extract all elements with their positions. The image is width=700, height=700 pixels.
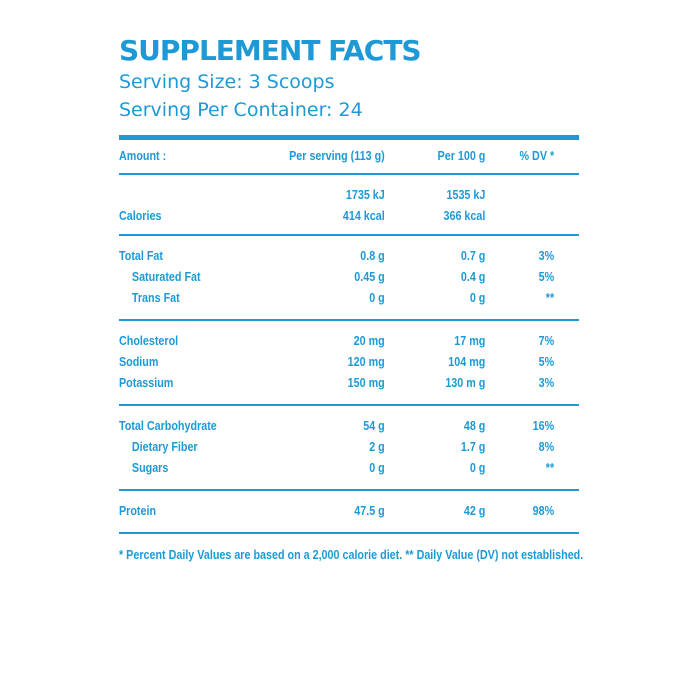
nutrient-label: Total Carbohydrate bbox=[119, 419, 217, 433]
per-100g-value: 130 m g bbox=[445, 376, 486, 390]
nutrient-row: Sodium 120 mg 104 mg 5% bbox=[119, 352, 579, 373]
dv-value: 7% bbox=[538, 334, 555, 348]
dv-value: 3% bbox=[538, 376, 555, 390]
nutrient-row: Dietary Fiber 2 g 1.7 g 8% bbox=[119, 437, 579, 458]
kj-per-serving: 1735 kJ bbox=[345, 188, 385, 202]
calories-row: Calories 414 kcal 366 kcal bbox=[119, 206, 579, 227]
divider bbox=[119, 404, 579, 406]
nutrient-row: Total Carbohydrate 54 g 48 g 16% bbox=[119, 416, 579, 437]
per-100g-header: Per 100 g bbox=[437, 149, 486, 163]
kj-per-100g: 1535 kJ bbox=[446, 188, 486, 202]
nutrient-row: Cholesterol 20 mg 17 mg 7% bbox=[119, 331, 579, 352]
per-serving-value: 0 g bbox=[369, 291, 385, 305]
per-serving-value: 47.5 g bbox=[354, 504, 385, 518]
calories-label: Calories bbox=[119, 209, 162, 223]
mineral-group: Cholesterol 20 mg 17 mg 7% Sodium 120 mg… bbox=[119, 331, 579, 394]
per-serving-value: 0 g bbox=[369, 461, 385, 475]
energy-kj-row: 1735 kJ 1535 kJ bbox=[119, 185, 579, 206]
dv-value: 98% bbox=[532, 504, 555, 518]
dv-value: ** bbox=[545, 291, 555, 305]
per-100g-value: 0 g bbox=[469, 461, 486, 475]
amount-header: Amount : bbox=[119, 149, 167, 163]
nutrient-label: Potassium bbox=[119, 376, 174, 390]
nutrient-row: Trans Fat 0 g 0 g ** bbox=[119, 288, 579, 309]
panel-title: SUPPLEMENT FACTS bbox=[119, 34, 422, 67]
dv-value: 5% bbox=[538, 270, 555, 284]
footnote: * Percent Daily Values are based on a 2,… bbox=[119, 548, 584, 562]
per-serving-value: 2 g bbox=[369, 440, 385, 454]
fat-group: Total Fat 0.8 g 0.7 g 3% Saturated Fat 0… bbox=[119, 246, 579, 309]
dv-value: 8% bbox=[538, 440, 555, 454]
dv-value: ** bbox=[545, 461, 555, 475]
per-100g-value: 0.4 g bbox=[460, 270, 486, 284]
nutrient-label: Cholesterol bbox=[119, 334, 179, 348]
divider bbox=[119, 489, 579, 491]
nutrient-row: Total Fat 0.8 g 0.7 g 3% bbox=[119, 246, 579, 267]
per-100g-value: 104 mg bbox=[448, 355, 486, 369]
divider bbox=[119, 234, 579, 236]
per-100g-value: 48 g bbox=[463, 419, 486, 433]
per-100g-value: 17 mg bbox=[454, 334, 486, 348]
per-serving-value: 54 g bbox=[363, 419, 385, 433]
carb-group: Total Carbohydrate 54 g 48 g 16% Dietary… bbox=[119, 416, 579, 479]
per-serving-header: Per serving (113 g) bbox=[289, 149, 385, 163]
dv-value: 3% bbox=[538, 249, 555, 263]
divider bbox=[119, 319, 579, 321]
per-serving-value: 150 mg bbox=[347, 376, 385, 390]
per-100g-value: 0 g bbox=[469, 291, 486, 305]
kcal-per-100g: 366 kcal bbox=[443, 209, 486, 223]
dv-value: 5% bbox=[538, 355, 555, 369]
per-100g-value: 42 g bbox=[463, 504, 486, 518]
thick-divider bbox=[119, 135, 579, 140]
nutrient-label: Protein bbox=[119, 504, 157, 518]
per-serving-value: 120 mg bbox=[347, 355, 385, 369]
per-serving-value: 0.8 g bbox=[360, 249, 385, 263]
nutrient-row: Potassium 150 mg 130 m g 3% bbox=[119, 373, 579, 394]
nutrient-label: Trans Fat bbox=[131, 291, 180, 305]
column-header-row: Amount : Per serving (113 g) Per 100 g %… bbox=[119, 140, 579, 173]
nutrient-label: Saturated Fat bbox=[131, 270, 201, 284]
per-serving-value: 0.45 g bbox=[354, 270, 385, 284]
nutrient-row: Sugars 0 g 0 g ** bbox=[119, 458, 579, 479]
dv-value: 16% bbox=[532, 419, 555, 433]
serving-per-container: Serving Per Container: 24 bbox=[119, 99, 363, 121]
protein-row: Protein 47.5 g 42 g 98% bbox=[119, 501, 579, 522]
per-100g-value: 1.7 g bbox=[460, 440, 486, 454]
serving-size: Serving Size: 3 Scoops bbox=[119, 71, 335, 93]
per-serving-value: 20 mg bbox=[353, 334, 385, 348]
dv-header: % DV * bbox=[519, 149, 555, 163]
nutrient-label: Sugars bbox=[131, 461, 169, 475]
divider bbox=[119, 532, 579, 534]
nutrient-label: Dietary Fiber bbox=[131, 440, 198, 454]
per-100g-value: 0.7 g bbox=[460, 249, 486, 263]
supplement-facts-panel: SUPPLEMENT FACTS Serving Size: 3 Scoops … bbox=[119, 34, 584, 562]
kcal-per-serving: 414 kcal bbox=[342, 209, 385, 223]
divider bbox=[119, 173, 579, 175]
nutrient-label: Sodium bbox=[119, 355, 159, 369]
nutrient-label: Total Fat bbox=[119, 249, 163, 263]
nutrient-row: Saturated Fat 0.45 g 0.4 g 5% bbox=[119, 267, 579, 288]
